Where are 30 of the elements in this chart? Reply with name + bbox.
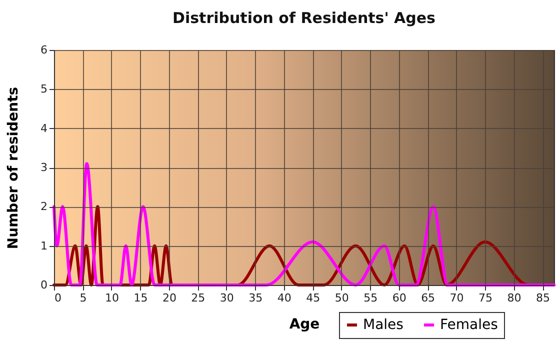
x-tick-label: 55: [364, 292, 378, 304]
y-tick-label: 1: [40, 239, 48, 252]
x-tick-label: 75: [478, 292, 493, 304]
x-tick-label: 45: [306, 292, 320, 304]
y-tick-label: 0: [40, 278, 48, 292]
x-tick-label: 25: [191, 292, 206, 304]
y-tick-label: 3: [40, 161, 48, 174]
x-tick-label: 0: [54, 292, 62, 304]
legend-label: Females: [440, 317, 498, 333]
x-tick-label: 60: [392, 292, 406, 304]
x-tick-label: 85: [536, 292, 550, 304]
x-tick-label: 20: [162, 292, 176, 304]
x-tick-label: 65: [421, 292, 436, 304]
y-tick-label: 4: [40, 122, 48, 135]
x-tick-label: 50: [334, 292, 349, 304]
x-tick-label: 10: [104, 292, 119, 304]
y-tick-label: 5: [40, 82, 48, 96]
x-tick-label: 40: [277, 292, 292, 304]
x-tick-label: 15: [134, 292, 148, 304]
chart-title: Distribution of Residents' Ages: [172, 9, 436, 27]
y-tick-label: 6: [40, 44, 48, 56]
x-tick-label: 80: [507, 292, 522, 304]
x-tick-label: 70: [450, 292, 464, 304]
x-tick-label: 5: [80, 292, 87, 304]
y-tick-label: 2: [40, 200, 48, 214]
x-axis-title: Age: [289, 316, 320, 332]
x-tick-label: 30: [220, 292, 234, 304]
y-axis-title: Number of residents: [6, 86, 22, 250]
legend-label: Males: [363, 317, 404, 333]
x-tick-label: 35: [248, 292, 263, 304]
